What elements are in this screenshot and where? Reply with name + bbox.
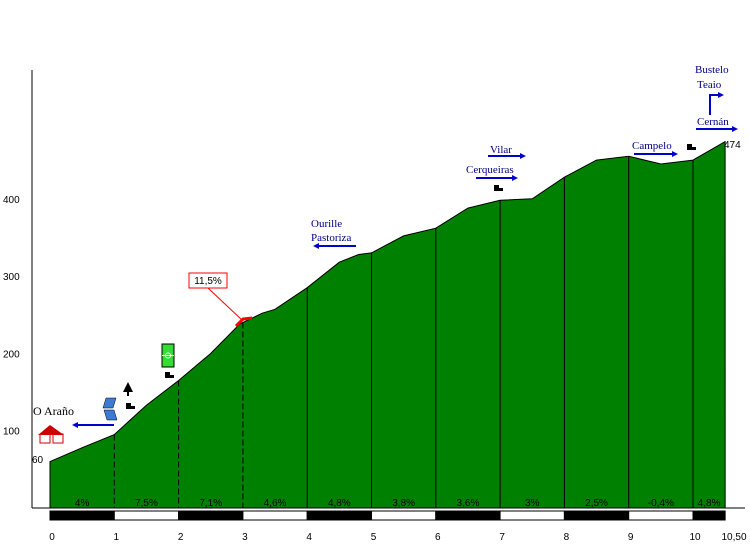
arrow-teaio-head (718, 92, 724, 98)
grade-labels: 4% 7,5% 7,1% 4,6% 4,8% 3,8% 3,6% 3% 2,5% -0,4% 4,8… (75, 498, 721, 509)
grade-label-10: -0,4% (648, 498, 674, 509)
x-tick-label-9: 9 (628, 532, 634, 543)
label-vilar: Vilar (490, 144, 512, 156)
church-icon-4-tower (687, 144, 692, 150)
x-tick-label-1: 1 (114, 532, 120, 543)
label-cernan: Cernán (697, 116, 729, 128)
church-icon-tower (126, 403, 131, 409)
max-grade-box (188, 272, 228, 289)
arrow-cernan-head (732, 126, 738, 132)
x-tick-label-3: 3 (242, 532, 248, 543)
x-tick-label-5: 5 (371, 532, 377, 543)
y-tick-labels: 100 200 300 400 60 474 (3, 140, 741, 466)
arrow-o-arano-head (72, 422, 78, 428)
grade-label-1: 4% (75, 498, 90, 509)
grade-label-6: 3,8% (392, 498, 415, 509)
church-icon-2 (165, 372, 174, 378)
grade-label-5: 4,8% (328, 498, 351, 509)
church-icon-2-body (170, 375, 174, 378)
grade-label-2: 7,5% (135, 498, 158, 509)
tree-icon (123, 382, 133, 396)
church-icon (126, 403, 135, 409)
y-tick-label-200: 200 (3, 349, 20, 360)
arrow-vilar-head (520, 153, 526, 159)
arrow-campelo-head (672, 151, 678, 157)
grade-label-11: 4,8% (698, 498, 721, 509)
village-roof (38, 425, 64, 435)
start-elevation-label: 60 (32, 455, 44, 466)
elevation-area (49, 140, 726, 509)
distance-bar-segment-6 (435, 510, 501, 521)
church-icon-3 (494, 185, 503, 191)
label-o-arano: O Araño (33, 404, 74, 418)
grade-label-3: 7,1% (199, 498, 222, 509)
arrow-ourille-pastoriza-head (313, 243, 319, 249)
tree-trunk (127, 392, 129, 396)
distance-bar-segment-5 (371, 510, 437, 521)
church-icon-3-body (499, 188, 503, 191)
field-circle (165, 352, 171, 359)
x-tick-label-6: 6 (435, 532, 441, 543)
x-tick-label-2: 2 (178, 532, 184, 543)
max-grade-leader (207, 287, 244, 322)
profile-area (49, 140, 726, 509)
church-icon-2-tower (165, 372, 170, 378)
x-tick-label-4: 4 (306, 532, 312, 543)
x-tick-label-7: 7 (499, 532, 505, 543)
church-icon-3-tower (494, 185, 499, 191)
village-house-2 (52, 433, 64, 444)
monument-bottom (103, 409, 118, 421)
x-tick-label-10: 10 (689, 532, 701, 543)
y-tick-label-400: 400 (3, 195, 20, 206)
label-teaio: Teaio (697, 79, 722, 91)
tree-crown (123, 382, 133, 392)
village-icon (38, 425, 64, 444)
distance-bar-segment-9 (628, 510, 694, 521)
distance-bar-segment-1 (113, 510, 180, 521)
x-tick-label-8: 8 (564, 532, 570, 543)
monument-top (102, 397, 117, 409)
monument-icon (102, 397, 118, 421)
grade-label-8: 3% (525, 498, 540, 509)
grade-label-7: 3,6% (457, 498, 480, 509)
label-cerqueiras: Cerqueiras (466, 164, 514, 176)
church-icon-4-body (692, 147, 696, 150)
distance-bar-segment-7 (499, 510, 565, 521)
x-end-label: 10,50 (721, 532, 746, 543)
grade-label-4: 4,6% (264, 498, 287, 509)
football-field-icon (161, 343, 175, 368)
distance-bar-segment-3 (242, 510, 308, 521)
y-tick-label-300: 300 (3, 272, 20, 283)
max-grade-label: 11,5% (194, 276, 222, 287)
distance-bar-segment-0 (49, 510, 115, 521)
arrow-cerqueiras-head (512, 175, 518, 181)
label-bustelo: Bustelo (695, 64, 729, 76)
x-tick-labels: 0 1 2 3 4 5 6 7 8 9 10 10,50 (49, 532, 747, 543)
distance-bar (49, 510, 726, 521)
annotations: O Araño Ourille Pastoriza Vilar Cerqueiras Ca… (33, 64, 738, 428)
village-house-1 (39, 433, 51, 444)
label-pastoriza: Pastoriza (311, 232, 351, 244)
distance-bar-segment-8 (563, 510, 630, 521)
label-ourille: Ourille (311, 218, 342, 230)
distance-bar-segment-2 (178, 510, 244, 521)
max-grade-highlight (234, 316, 253, 328)
distance-bar-segment-10 (692, 510, 726, 521)
end-elevation-label: 474 (724, 140, 741, 151)
distance-bar-segment-4 (306, 510, 373, 521)
church-icon-body (131, 406, 135, 409)
label-campelo: Campelo (632, 140, 672, 152)
church-icon-4 (687, 144, 696, 150)
y-tick-label-100: 100 (3, 427, 20, 438)
grade-label-9: 2,5% (585, 498, 608, 509)
x-tick-label-0: 0 (49, 532, 55, 543)
icons (38, 144, 696, 444)
